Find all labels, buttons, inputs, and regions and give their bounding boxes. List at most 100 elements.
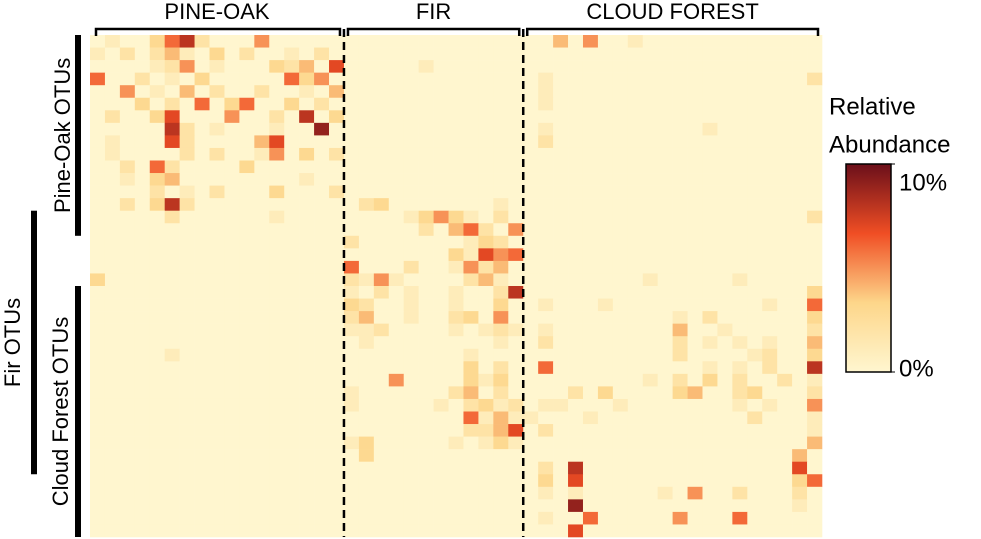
heatmap-cell bbox=[672, 398, 688, 412]
heatmap-cell bbox=[254, 449, 270, 462]
heatmap-cell bbox=[194, 223, 210, 237]
heatmap-cell bbox=[299, 524, 315, 538]
heatmap-cell bbox=[299, 348, 315, 362]
heatmap-cell bbox=[134, 35, 151, 48]
heatmap-cell bbox=[597, 386, 614, 400]
heatmap-cell bbox=[269, 210, 285, 224]
heatmap-cell bbox=[373, 147, 390, 161]
heatmap-cell bbox=[762, 97, 778, 111]
heatmap-cell bbox=[582, 373, 599, 387]
heatmap-cell bbox=[553, 286, 569, 299]
heatmap-cell bbox=[179, 449, 195, 462]
heatmap-cell bbox=[90, 298, 106, 312]
heatmap-cell bbox=[284, 97, 300, 111]
heatmap-cell bbox=[194, 461, 210, 475]
heatmap-cell bbox=[687, 361, 703, 375]
heatmap-cell bbox=[164, 198, 180, 211]
heatmap-cell bbox=[807, 110, 823, 124]
heatmap-cell bbox=[717, 210, 733, 224]
heatmap-cell bbox=[717, 461, 733, 475]
heatmap-cell bbox=[478, 424, 494, 437]
heatmap-cell bbox=[388, 499, 405, 513]
heatmap-cell bbox=[388, 235, 405, 249]
heatmap-cell bbox=[792, 499, 808, 513]
heatmap-cell bbox=[164, 60, 180, 73]
heatmap-cell bbox=[732, 135, 748, 149]
heatmap-cell bbox=[657, 424, 673, 437]
heatmap-cell bbox=[597, 248, 614, 262]
heatmap-cell bbox=[119, 336, 136, 350]
heatmap-cell bbox=[702, 461, 718, 475]
heatmap-cell bbox=[463, 336, 479, 350]
row-group-bar bbox=[75, 35, 81, 236]
heatmap-cell bbox=[254, 398, 270, 412]
heatmap-cell bbox=[418, 248, 434, 262]
heatmap-cell bbox=[792, 160, 808, 174]
heatmap-cell bbox=[553, 47, 569, 61]
heatmap-cell bbox=[134, 436, 151, 450]
heatmap-cell bbox=[388, 260, 405, 274]
heatmap-cell bbox=[762, 223, 778, 237]
heatmap-cell bbox=[403, 47, 419, 61]
heatmap-cell bbox=[463, 323, 479, 337]
heatmap-cell bbox=[792, 72, 808, 86]
heatmap-cell bbox=[433, 499, 449, 513]
heatmap-cell bbox=[687, 223, 703, 237]
heatmap-cell bbox=[329, 110, 345, 124]
heatmap-cell bbox=[747, 486, 763, 500]
heatmap-cell bbox=[538, 223, 554, 237]
heatmap-cell bbox=[373, 373, 390, 387]
heatmap-cell bbox=[284, 60, 300, 73]
heatmap-cell bbox=[149, 135, 165, 149]
heatmap-cell bbox=[433, 147, 449, 161]
heatmap-cell bbox=[702, 524, 718, 538]
heatmap-cell bbox=[329, 273, 345, 287]
heatmap-cell bbox=[717, 122, 733, 136]
heatmap-cell bbox=[612, 147, 629, 161]
heatmap-cell bbox=[329, 386, 345, 400]
heatmap-cell bbox=[762, 373, 778, 387]
heatmap-cell bbox=[582, 85, 599, 99]
heatmap-cell bbox=[702, 311, 718, 324]
heatmap-cell bbox=[478, 449, 494, 462]
heatmap-cell bbox=[224, 135, 240, 149]
heatmap-cell bbox=[717, 411, 733, 425]
heatmap-cell bbox=[657, 286, 673, 299]
heatmap-cell bbox=[134, 72, 151, 86]
heatmap-cell bbox=[164, 499, 180, 513]
heatmap-cell bbox=[104, 449, 121, 462]
heatmap-cell bbox=[388, 361, 405, 375]
heatmap-cell bbox=[792, 511, 808, 525]
heatmap-cell bbox=[732, 499, 748, 513]
heatmap-cell bbox=[538, 185, 554, 199]
heatmap-cell bbox=[284, 198, 300, 211]
heatmap-cell bbox=[90, 122, 106, 136]
heatmap-cell bbox=[732, 273, 748, 287]
heatmap-cell bbox=[702, 72, 718, 86]
heatmap-cell bbox=[523, 511, 539, 525]
heatmap-cell bbox=[179, 47, 195, 61]
heatmap-cell bbox=[493, 461, 509, 475]
heatmap-cell bbox=[523, 298, 539, 312]
heatmap-cell bbox=[314, 160, 330, 174]
heatmap-cell bbox=[702, 97, 718, 111]
heatmap-cell bbox=[702, 122, 718, 136]
heatmap-cell bbox=[702, 248, 718, 262]
heatmap-cell bbox=[269, 449, 285, 462]
heatmap-cell bbox=[119, 398, 136, 412]
heatmap-cell bbox=[194, 298, 210, 312]
heatmap-cell bbox=[568, 235, 584, 249]
heatmap-cell bbox=[134, 110, 151, 124]
heatmap-cell bbox=[134, 85, 151, 99]
heatmap-cell bbox=[343, 35, 360, 48]
heatmap-cell bbox=[657, 235, 673, 249]
heatmap-cell bbox=[568, 198, 584, 211]
heatmap-cell bbox=[373, 60, 390, 73]
heatmap-cell bbox=[792, 298, 808, 312]
heatmap-cell bbox=[388, 173, 405, 186]
heatmap-cell bbox=[508, 60, 524, 73]
heatmap-cell bbox=[239, 185, 255, 199]
heatmap-cell bbox=[672, 173, 688, 186]
heatmap-cell bbox=[508, 135, 524, 149]
heatmap-cell bbox=[717, 35, 733, 48]
